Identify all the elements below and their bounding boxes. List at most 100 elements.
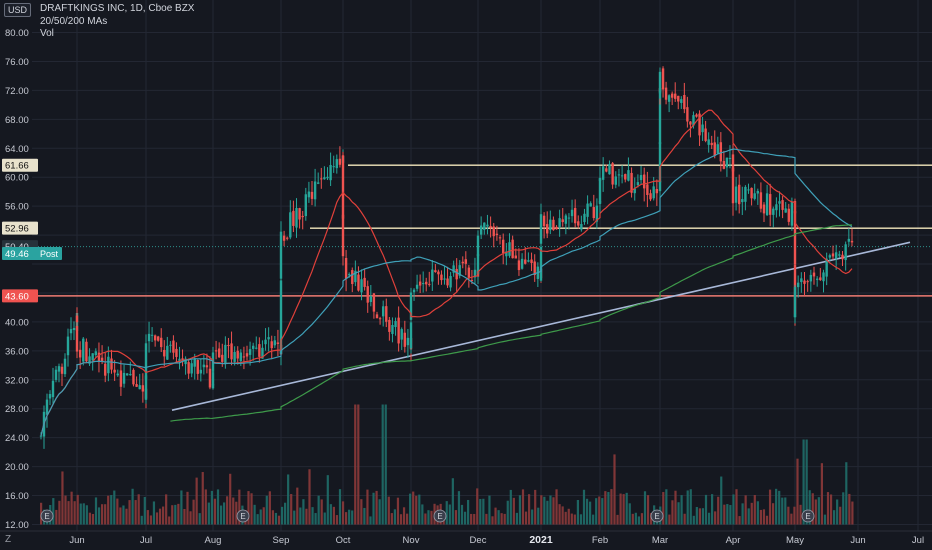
- ma200-line[interactable]: [170, 224, 853, 422]
- candle-body: [680, 99, 683, 103]
- volume-bar: [845, 462, 848, 525]
- candle-body: [464, 259, 468, 264]
- candle-body: [135, 384, 138, 387]
- volume-bar: [332, 506, 335, 525]
- trendline[interactable]: [171, 241, 911, 411]
- timezone-toggle-icon[interactable]: Z: [5, 534, 12, 545]
- candle-body: [357, 274, 360, 291]
- candle-body: [66, 336, 70, 356]
- volume-bar: [341, 501, 345, 525]
- volume-bar: [765, 515, 769, 525]
- volume-bar: [793, 506, 796, 525]
- candle-body: [646, 184, 649, 195]
- volume-bar: [512, 497, 515, 525]
- candle-body: [630, 172, 633, 193]
- time-tick-label: Jun: [69, 535, 84, 546]
- volume-bar: [497, 510, 500, 525]
- time-tick-label: Sep: [273, 535, 290, 546]
- candle-body: [107, 356, 110, 374]
- earnings-marker-icon[interactable]: [433, 509, 447, 523]
- volume-bar: [802, 439, 805, 525]
- time-axis[interactable]: Jun Jul Aug Sep Oct Nov Dec 2021 Feb Mar Apr May Jun…: [0, 530, 932, 550]
- volume-bar: [781, 497, 784, 525]
- candle-body: [762, 204, 766, 214]
- volume-bar: [485, 513, 488, 525]
- volume-bar: [88, 512, 91, 525]
- volume-bar: [195, 477, 198, 525]
- price-axis[interactable]: 12.00 16.00 20.00 24.00 28.00 32.00 36.00 40.00…: [0, 0, 32, 531]
- candle-body: [214, 350, 218, 352]
- volume-bar: [390, 513, 393, 525]
- candle-body: [48, 394, 52, 399]
- volume-bar: [94, 497, 98, 525]
- volume-bar: [256, 514, 259, 525]
- volume-bar: [189, 511, 192, 525]
- ma-indicator-label[interactable]: 20/50/200 MAs: [40, 15, 108, 27]
- volume-bar: [543, 496, 546, 525]
- candle-body: [479, 225, 483, 235]
- volume-bar: [613, 454, 616, 525]
- volume-bar: [110, 495, 113, 525]
- symbol-title[interactable]: DRAFTKINGS INC, 1D, Cboe BZX: [40, 3, 195, 14]
- candle-body: [184, 358, 187, 365]
- currency-selector[interactable]: USD: [4, 3, 32, 17]
- candle-body: [781, 200, 784, 210]
- candle-body: [317, 182, 320, 184]
- volume-bar: [711, 494, 714, 525]
- candle-body: [716, 144, 719, 154]
- volume-bar: [848, 493, 851, 525]
- candle-body: [819, 277, 822, 281]
- ma20-line[interactable]: [40, 109, 853, 436]
- price-badge-value: 52.96: [5, 224, 29, 235]
- candle-body: [233, 352, 236, 362]
- price-badge-resistance[interactable]: 52.96: [2, 221, 38, 235]
- volume-bar: [204, 489, 207, 525]
- price-badge-resistance[interactable]: 61.66: [2, 158, 38, 172]
- time-tick-label: Apr: [726, 535, 741, 546]
- price-badge-bg: [2, 221, 38, 235]
- candle-body: [199, 369, 203, 374]
- volume-bar: [741, 503, 744, 525]
- volume-bar: [158, 508, 162, 525]
- volume-bars: [40, 404, 854, 525]
- time-tick-label: 2021: [529, 534, 553, 546]
- candle-body: [455, 268, 458, 280]
- ma50-line[interactable]: [40, 148, 853, 436]
- volume-bar: [424, 513, 427, 525]
- candle-body: [731, 168, 735, 204]
- earnings-marker-icon[interactable]: [40, 509, 54, 523]
- volume-bar: [509, 489, 512, 525]
- volume-bar: [567, 508, 570, 525]
- candle-body: [320, 178, 323, 180]
- volume-indicator-label[interactable]: Vol: [40, 28, 54, 39]
- volume-bar: [415, 495, 418, 525]
- volume-bar: [216, 489, 220, 525]
- volume-bar: [338, 489, 342, 525]
- price-badge-post[interactable]: 49.46 Post: [2, 246, 62, 260]
- candle-body: [255, 347, 258, 349]
- volume-bar: [174, 504, 177, 525]
- candle-body: [605, 168, 608, 172]
- volume-bar: [595, 498, 598, 525]
- volume-bar: [73, 501, 76, 525]
- price-badge-support[interactable]: 43.60: [2, 289, 38, 303]
- candle-body: [119, 370, 123, 387]
- price-tick-label: 40.00: [5, 317, 29, 328]
- volume-bar: [232, 497, 235, 525]
- volume-bar: [58, 500, 61, 525]
- candle-body: [85, 341, 88, 362]
- candle-body: [97, 352, 101, 362]
- candle-body: [264, 339, 267, 345]
- earnings-marker-icon[interactable]: [801, 509, 815, 523]
- volume-bar: [143, 496, 146, 525]
- candle-body: [592, 207, 595, 219]
- candle-body: [674, 93, 677, 99]
- volume-bar: [674, 490, 677, 525]
- earnings-marker-icon[interactable]: [650, 509, 664, 523]
- earnings-marker-icon[interactable]: [236, 509, 250, 523]
- candle-body: [796, 282, 800, 288]
- candle-body: [744, 186, 747, 202]
